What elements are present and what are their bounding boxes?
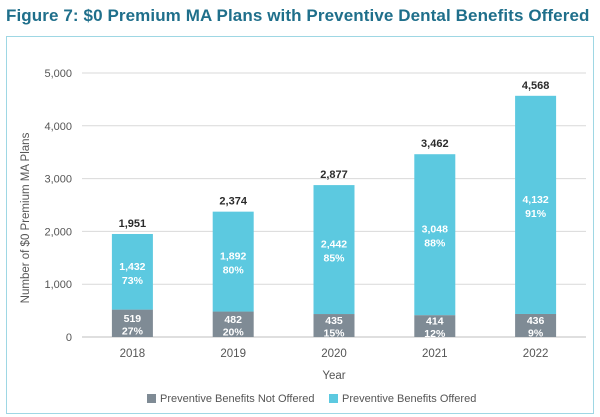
legend-label-offered: Preventive Benefits Offered: [342, 393, 476, 405]
chart-title: Figure 7: $0 Premium MA Plans with Preve…: [6, 6, 590, 25]
bar-total-label: 4,568: [522, 80, 550, 92]
bar-pct-label-offered: 80%: [223, 265, 245, 277]
legend-label-not-offered: Preventive Benefits Not Offered: [160, 393, 315, 405]
y-tick-label: 2,000: [44, 226, 72, 238]
bar-pct-label-not-offered: 20%: [223, 326, 245, 338]
bar-pct-label-not-offered: 9%: [528, 327, 544, 339]
bar-segment-not-offered: [313, 314, 355, 337]
bar-segment-offered: [515, 95, 557, 314]
bar-pct-label-not-offered: 15%: [323, 328, 345, 340]
bar-total-label: 2,877: [320, 169, 348, 181]
bar-total-label: 3,462: [421, 138, 449, 150]
bar-segment-offered: [414, 154, 456, 316]
chart-frame: [6, 36, 594, 414]
bar-value-label-not-offered: 436: [527, 315, 545, 327]
legend: Preventive Benefits Not Offered Preventi…: [147, 393, 476, 405]
bar-value-label-offered: 4,132: [522, 194, 548, 206]
bar-segment-offered: [111, 233, 153, 310]
x-axis-label: Year: [322, 370, 345, 382]
bar-value-label-offered: 1,892: [220, 251, 246, 263]
y-axis-label: Number of $0 Premium MA Plans: [20, 132, 32, 303]
bar-segment-not-offered: [414, 315, 456, 337]
y-tick-label: 1,000: [44, 279, 72, 291]
bar-pct-label-not-offered: 12%: [424, 328, 446, 340]
bar-segment-offered: [212, 211, 254, 312]
bar-segment-not-offered: [212, 311, 254, 337]
bar-pct-label-not-offered: 27%: [122, 325, 144, 337]
bar-segment-not-offered: [515, 313, 557, 337]
bar-value-label-not-offered: 414: [426, 316, 444, 328]
x-tick-label: 2021: [422, 348, 448, 360]
bar-value-label-offered: 1,432: [119, 261, 145, 273]
bar-segment-not-offered: [111, 309, 153, 337]
bar-total-label: 2,374: [219, 196, 247, 208]
x-tick-label: 2022: [523, 348, 549, 360]
x-tick-label: 2019: [220, 348, 246, 360]
bar-value-label-not-offered: 519: [124, 313, 142, 325]
y-tick-label: 5,000: [44, 68, 72, 80]
bar-value-label-offered: 2,442: [321, 239, 347, 251]
bar-pct-label-offered: 91%: [525, 208, 547, 220]
bar-pct-label-offered: 85%: [323, 253, 345, 265]
bar-segment-offered: [313, 185, 355, 315]
y-axis-ticks: 0 1,000 2,000 3,000 4,000 5,000: [44, 68, 72, 344]
y-tick-label: 0: [66, 332, 72, 344]
y-tick-label: 3,000: [44, 174, 72, 186]
y-tick-label: 4,000: [44, 121, 72, 133]
bar-value-label-not-offered: 435: [325, 315, 343, 327]
x-tick-label: 2020: [321, 348, 347, 360]
bar-total-label: 1,951: [119, 218, 147, 230]
bar-value-label-not-offered: 482: [224, 314, 242, 326]
x-axis-ticks: 2018 2019 2020 2021 2022: [120, 348, 549, 360]
legend-swatch-not-offered: [147, 394, 156, 403]
bar-pct-label-offered: 88%: [424, 238, 446, 250]
bar-value-label-offered: 3,048: [422, 224, 448, 236]
bar-pct-label-offered: 73%: [122, 275, 144, 287]
legend-swatch-offered: [329, 394, 338, 403]
x-tick-label: 2018: [120, 348, 146, 360]
